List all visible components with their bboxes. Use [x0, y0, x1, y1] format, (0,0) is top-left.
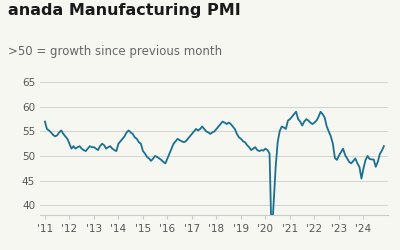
Text: anada Manufacturing PMI: anada Manufacturing PMI — [8, 2, 241, 18]
Text: >50 = growth since previous month: >50 = growth since previous month — [8, 45, 222, 58]
